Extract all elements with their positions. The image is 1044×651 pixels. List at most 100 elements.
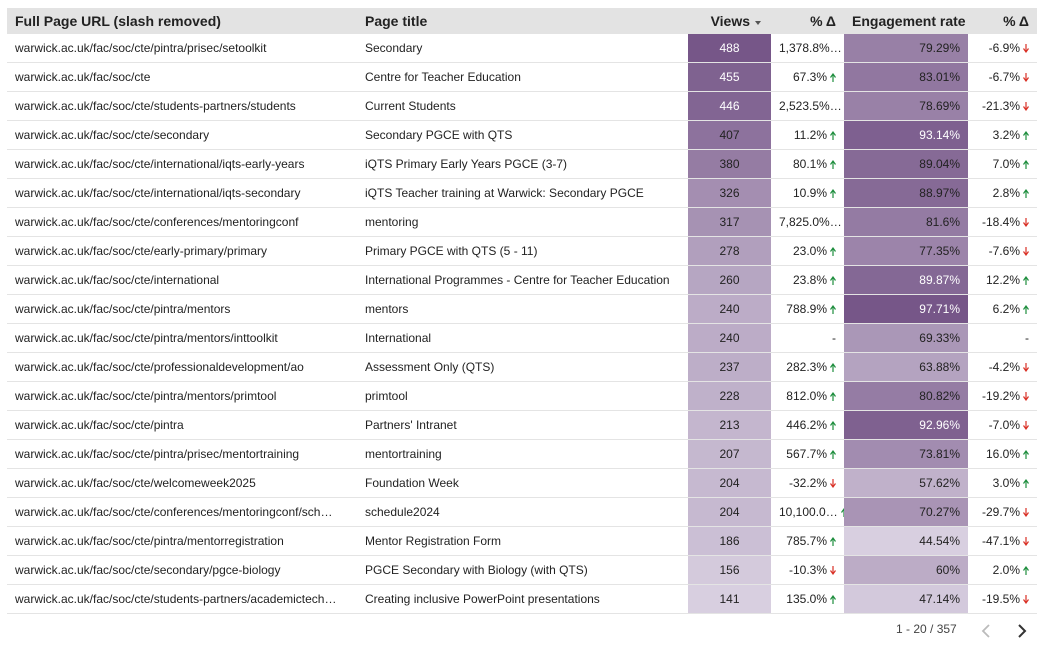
cell-text: 213 [719, 418, 740, 432]
engagement-cell: 92.96% [844, 410, 968, 440]
cell-text: -7.6% [988, 244, 1020, 258]
cell-text: -10.3% [788, 563, 827, 577]
cell-text: 446 [719, 99, 740, 113]
next-page[interactable] [1018, 624, 1027, 638]
cell-text: -47.1% [981, 534, 1020, 548]
url-cell: warwick.ac.uk/fac/soc/cte/pintra [7, 410, 357, 440]
engagement-cell: 97.71% [844, 294, 968, 324]
views-change-cell: 23.0% [771, 236, 844, 266]
views-cell: 407 [688, 120, 771, 150]
url-cell: warwick.ac.uk/fac/soc/cte/pintra/mentorr… [7, 526, 357, 556]
up-arrow [1023, 450, 1029, 459]
cell-text: Secondary PGCE with QTS [365, 128, 513, 142]
cell-text: warwick.ac.uk/fac/soc/cte/international [15, 273, 220, 287]
views-cell: 141 [688, 584, 771, 614]
engagement-change-cell: 16.0% [968, 439, 1037, 469]
views-change-cell: 567.7% [771, 439, 844, 469]
table-row: warwick.ac.uk/fac/soc/cte/welcomeweek202… [7, 468, 1037, 498]
title-cell: Secondary PGCE with QTS [357, 120, 688, 150]
header-text: % Δ [810, 13, 836, 29]
up-arrow [1023, 189, 1029, 198]
header-text: Full Page URL (slash removed) [15, 13, 221, 29]
cell-text: 260 [719, 273, 740, 287]
cell-text: warwick.ac.uk/fac/soc/cte/pintra/prisec/… [15, 41, 267, 55]
cell-text: schedule2024 [365, 505, 440, 519]
views-cell: 213 [688, 410, 771, 440]
title-cell: schedule2024 [357, 497, 688, 527]
down-arrow [830, 479, 836, 488]
engagement-change-cell: -7.6% [968, 236, 1037, 266]
views-cell: 455 [688, 62, 771, 92]
cell-text: 3.2% [992, 128, 1020, 142]
url-cell: warwick.ac.uk/fac/soc/cte/international [7, 265, 357, 295]
cell-text: 2.8% [992, 186, 1020, 200]
cell-text: 89.87% [919, 273, 960, 287]
url-cell: warwick.ac.uk/fac/soc/cte/pintra/prisec/… [7, 34, 357, 63]
cell-text: 92.96% [919, 418, 960, 432]
views-cell: 488 [688, 34, 771, 63]
views-cell: 380 [688, 149, 771, 179]
title-cell: Primary PGCE with QTS (5 - 11) [357, 236, 688, 266]
engagement-cell: 79.29% [844, 34, 968, 63]
prev-page[interactable] [981, 624, 990, 638]
table-body: warwick.ac.uk/fac/soc/cte/pintra/prisec/… [7, 34, 1037, 614]
down-arrow [1023, 44, 1029, 53]
cell-text: 88.97% [919, 186, 960, 200]
down-arrow [1023, 537, 1029, 546]
cell-text: 80.1% [792, 157, 827, 171]
up-arrow [830, 363, 836, 372]
views-cell: 317 [688, 207, 771, 237]
cell-text: 2.0% [992, 563, 1020, 577]
cell-text: 282.3% [786, 360, 827, 374]
views-change-cell: 11.2% [771, 120, 844, 150]
down-arrow [1023, 218, 1029, 227]
views-cell: 204 [688, 497, 771, 527]
views-cell: 278 [688, 236, 771, 266]
column-header: Engagement rate [844, 8, 968, 34]
cell-text: Current Students [365, 99, 456, 113]
cell-text: Mentor Registration Form [365, 534, 502, 548]
url-cell: warwick.ac.uk/fac/soc/cte/conferences/me… [7, 497, 357, 527]
up-arrow [830, 276, 836, 285]
cell-text: -7.0% [988, 418, 1020, 432]
cell-text: warwick.ac.uk/fac/soc/cte/conferences/me… [15, 215, 299, 229]
engagement-change-cell: 6.2% [968, 294, 1037, 324]
up-arrow [830, 392, 836, 401]
cell-text: 44.54% [919, 534, 960, 548]
cell-text: 788.9% [786, 302, 827, 316]
views-cell: 240 [688, 294, 771, 324]
header-text: Page title [365, 13, 428, 29]
engagement-change-cell: 7.0% [968, 149, 1037, 179]
cell-text: 6.2% [992, 302, 1020, 316]
cell-text: warwick.ac.uk/fac/soc/cte [15, 70, 151, 84]
views-change-cell: 67.3% [771, 62, 844, 92]
cell-text: 207 [719, 447, 740, 461]
column-header: % Δ [771, 8, 844, 34]
table-row: warwick.ac.uk/fac/soc/cte/professionalde… [7, 352, 1037, 382]
title-cell: iQTS Teacher training at Warwick: Second… [357, 178, 688, 208]
cell-text: 47.14% [919, 592, 960, 606]
engagement-change-cell: -6.9% [968, 34, 1037, 63]
cell-text: 79.29% [919, 41, 960, 55]
cell-text: warwick.ac.uk/fac/soc/cte/pintra/mentors… [15, 389, 277, 403]
up-arrow [1023, 276, 1029, 285]
table-row: warwick.ac.uk/fac/soc/cte/pintra/prisec/… [7, 34, 1037, 63]
engagement-change-cell: 2.8% [968, 178, 1037, 208]
cell-text: 23.0% [792, 244, 827, 258]
table-row: warwick.ac.uk/fac/soc/cte/pintra/mentors… [7, 294, 1037, 324]
up-arrow [1023, 305, 1029, 314]
cell-text: iQTS Teacher training at Warwick: Second… [365, 186, 644, 200]
cell-text: 326 [719, 186, 740, 200]
column-header[interactable]: Views [688, 8, 771, 34]
title-cell: mentortraining [357, 439, 688, 469]
engagement-change-cell: -18.4% [968, 207, 1037, 237]
views-cell: 207 [688, 439, 771, 469]
url-cell: warwick.ac.uk/fac/soc/cte/international/… [7, 149, 357, 179]
up-arrow [830, 160, 836, 169]
engagement-change-cell: -21.3% [968, 91, 1037, 121]
up-arrow [1023, 160, 1029, 169]
cell-text: 156 [719, 563, 740, 577]
cell-text: warwick.ac.uk/fac/soc/cte/pintra/mentors… [15, 331, 278, 345]
cell-text: 7,825.0%… [779, 215, 842, 229]
